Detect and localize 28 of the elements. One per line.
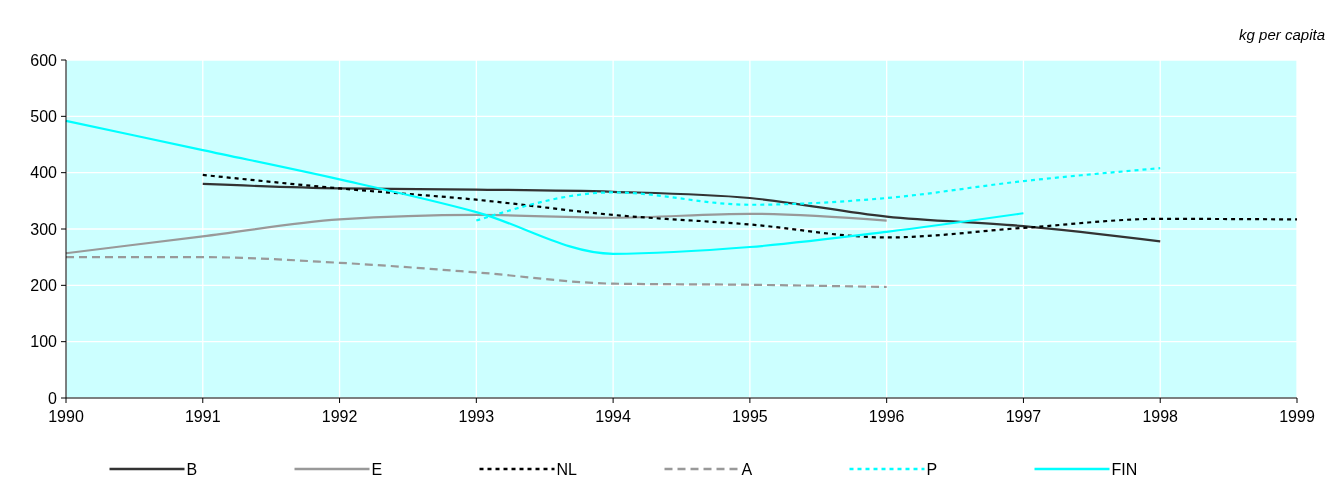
line-series [201,173,1299,239]
legend-label: A [741,460,753,478]
y-tick-label: 300 [30,220,58,238]
legend-label: B [186,460,198,478]
x-tick-label: 1997 [1005,408,1042,425]
y-tick-label: 100 [30,333,58,351]
x-tick-label: 1998 [1142,408,1179,425]
legend-label: P [926,460,938,478]
y-tick-label: 400 [30,164,58,182]
y-tick-label: 0 [48,389,58,407]
line-series [64,212,888,255]
x-tick-label: 1990 [48,408,84,425]
x-tick-label: 1996 [868,408,905,425]
y-tick-label: 500 [30,107,58,125]
x-tick-label: 1999 [1279,408,1315,425]
legend-label: FIN [1111,460,1138,478]
x-tick-label: 1994 [595,408,632,425]
x-tick-label: 1992 [321,408,358,425]
legend-label: E [371,460,383,478]
x-tick-label: 1993 [458,408,495,425]
y-tick-label: 600 [30,51,58,69]
legend-label: NL [556,460,578,478]
y-tick-label: 200 [30,276,58,294]
line-series [64,256,888,289]
x-tick-label: 1995 [732,408,768,425]
x-tick-label: 1991 [184,408,221,425]
y-axis-title: kg per capita [1239,26,1325,43]
line-series [201,182,1162,243]
